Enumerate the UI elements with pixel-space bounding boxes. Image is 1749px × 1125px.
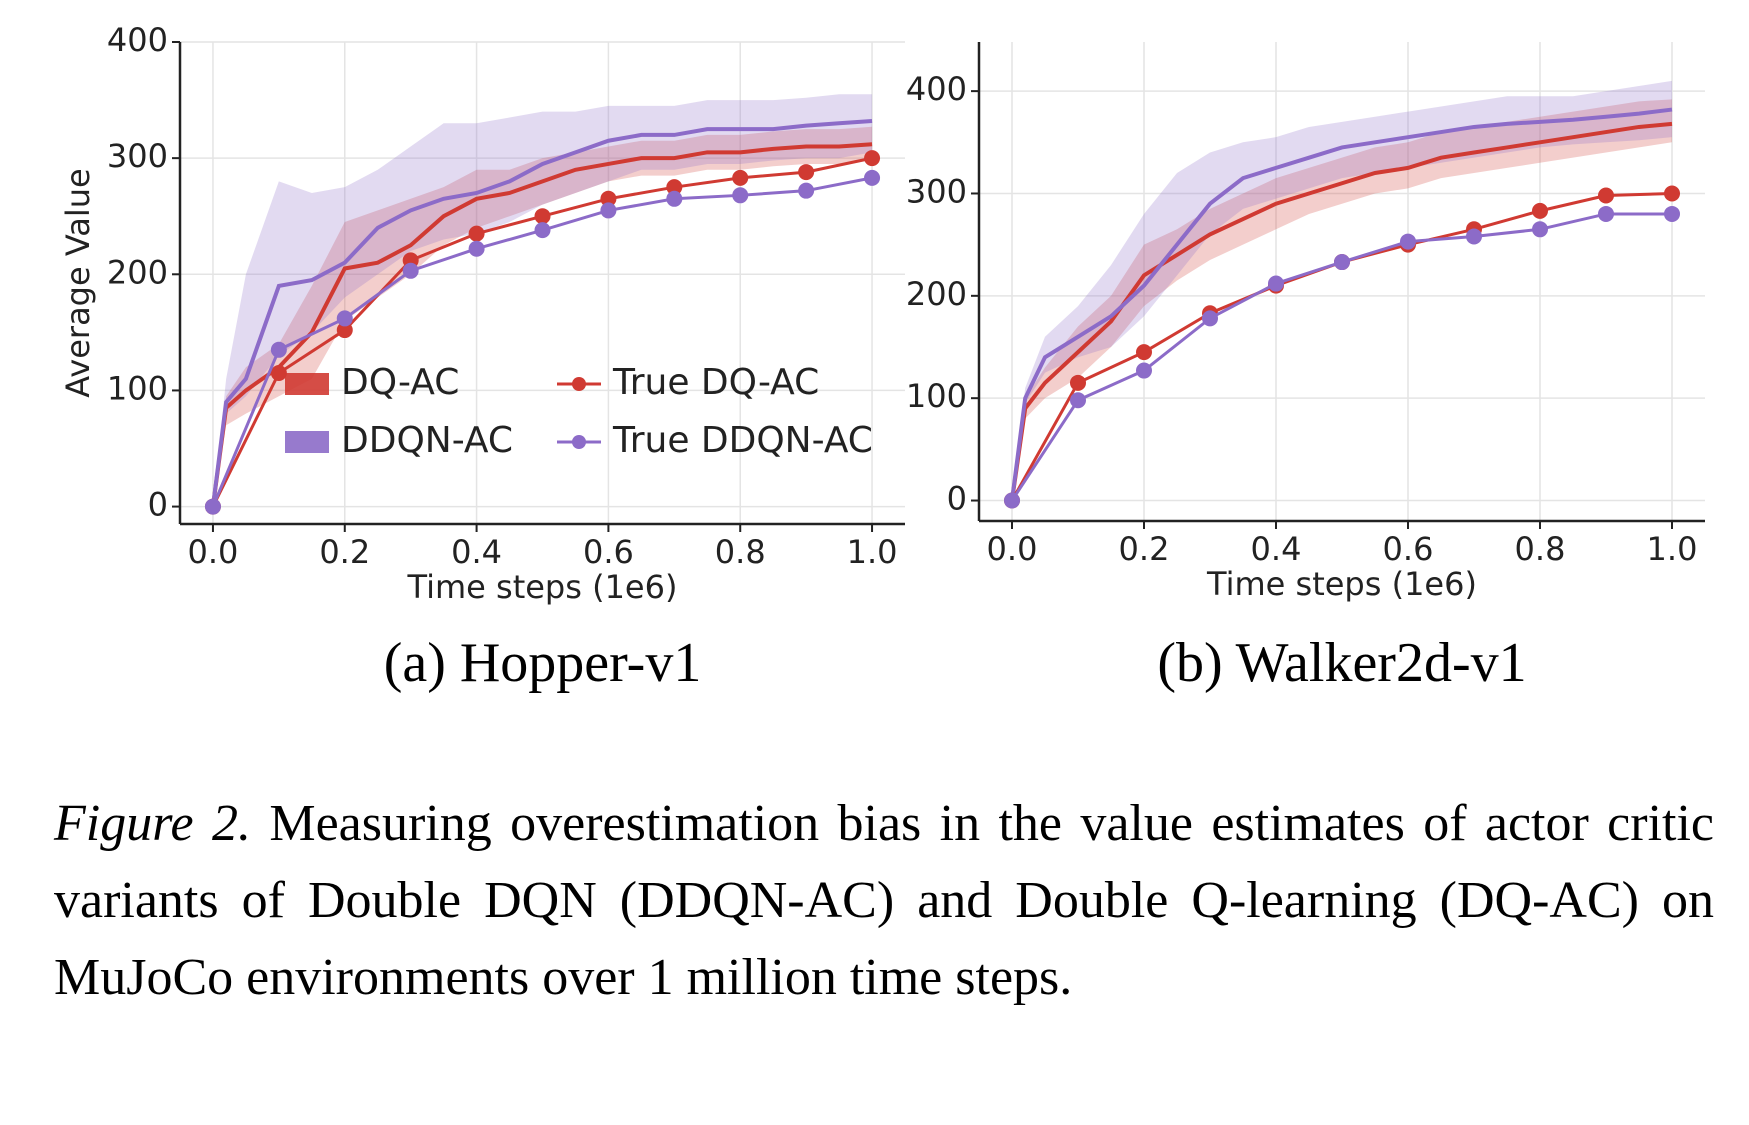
x-tick-label: 0.0 [188,533,239,571]
point [864,150,881,167]
point [666,190,683,207]
legend-label: DDQN-AC [341,420,513,461]
y-tick-label: 300 [107,137,168,175]
point [1136,362,1152,379]
x-tick-label: 0.2 [1119,530,1170,568]
point [1004,492,1020,509]
point [1400,233,1416,250]
point [1202,310,1218,327]
legend-label: DQ-AC [341,362,459,403]
point [1466,228,1482,245]
point [864,169,881,186]
point [534,222,551,239]
legend-marker [572,377,586,391]
x-tick-label: 0.6 [1383,530,1434,568]
point [1664,205,1680,222]
point [1532,202,1548,219]
x-tick-label: 0.8 [715,533,766,571]
x-axis-label: Time steps (1e6) [1206,565,1477,603]
x-tick-label: 0.2 [319,533,370,571]
error-band [212,94,873,507]
y-tick-label: 400 [906,70,967,108]
x-tick-label: 1.0 [1647,530,1698,568]
point [270,365,287,382]
y-tick-label: 400 [107,21,168,59]
point [1268,275,1284,292]
y-tick-label: 200 [107,253,168,291]
subplot-title: (a) Hopper-v1 [384,632,702,694]
point [600,202,617,219]
x-tick-label: 1.0 [847,533,898,571]
caption-label: Figure 2. [54,795,251,852]
x-tick-label: 0.8 [1515,530,1566,568]
x-tick-label: 0.4 [1251,530,1302,568]
point [798,164,815,181]
point [600,190,617,207]
point [534,208,551,225]
caption: Figure 2. Measuring overestimation bias … [54,785,1714,1016]
figure: 0 100 200 300 400 0.0 0.2 0.4 0.6 0.8 1.0 Time step… [59,21,1705,694]
error-band [212,126,873,507]
x-tick-label: 0.0 [987,530,1038,568]
series-line [1010,107,1673,501]
x-tick-label: 0.4 [451,533,502,571]
point [732,169,749,186]
point [336,310,353,327]
legend-label: True DQ-AC [612,362,819,403]
point [1664,185,1680,202]
point [270,341,287,358]
series-line [210,118,873,507]
point [1598,187,1614,204]
legend-swatch [285,431,329,453]
caption-text: Measuring overestimation bias in the val… [54,795,1714,1006]
legend-marker [572,435,586,449]
point [666,179,683,196]
point [1070,374,1086,391]
x-tick-label: 0.6 [583,533,634,571]
legend-swatch [285,373,329,395]
y-tick-label: 100 [107,369,168,407]
point [732,187,749,204]
series-line [1010,121,1673,501]
point [1070,392,1086,409]
point [336,322,353,339]
y-tick-label: 0 [947,480,967,518]
point [1532,221,1548,238]
y-tick-label: 200 [906,275,967,313]
point [1598,205,1614,222]
point [1334,254,1350,271]
y-tick-label: 100 [906,377,967,415]
series-line [210,142,873,507]
point [468,225,485,242]
legend-label: True DDQN-AC [612,420,873,461]
point [204,498,221,515]
y-axis-label: Average Value [59,168,97,397]
point [798,182,815,199]
x-axis-label: Time steps (1e6) [407,568,678,606]
y-tick-label: 0 [148,486,168,524]
point [1136,344,1152,361]
point [402,262,419,279]
error-band [1012,80,1672,501]
error-band [1012,99,1672,501]
point [468,240,485,257]
y-tick-label: 300 [906,172,967,210]
subplot-title: (b) Walker2d-v1 [1157,632,1526,694]
